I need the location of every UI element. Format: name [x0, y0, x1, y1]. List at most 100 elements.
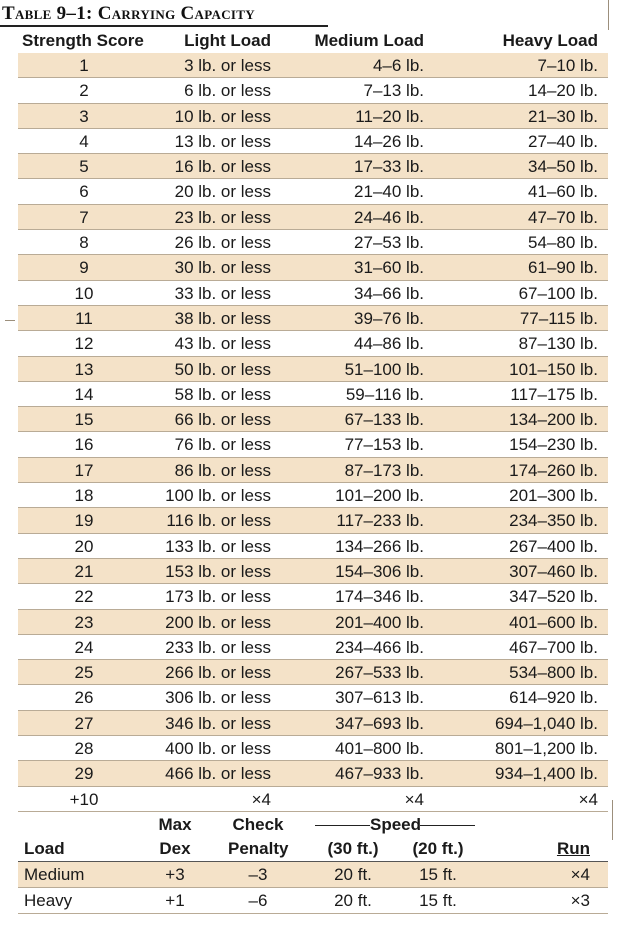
cell-load: Heavy: [24, 891, 73, 910]
cell-heavy: 7–10 lb.: [537, 56, 599, 75]
speed-rule-left: [315, 825, 370, 826]
cell-strength: 3: [79, 106, 89, 126]
table-row: 15 66 lb. or less 67–133 lb. 134–200 lb.: [18, 407, 608, 433]
cell-medium: 34–66 lb.: [354, 283, 424, 303]
cell-light: 33 lb. or less: [174, 283, 271, 303]
cell-strength: 29: [74, 764, 94, 784]
cell-light: 76 lb. or less: [174, 435, 271, 455]
table-row: 9 30 lb. or less 31–60 lb. 61–90 lb.: [18, 255, 608, 281]
speed-rule-right: [420, 825, 475, 826]
cell-light: 3 lb. or less: [184, 56, 271, 75]
header-max: Max: [158, 815, 192, 834]
cell-strength: 8: [79, 233, 89, 253]
cell-medium: 467–933 lb.: [335, 764, 424, 784]
cell-heavy: 174–260 lb.: [509, 460, 598, 480]
cell-heavy: 234–350 lb.: [509, 511, 598, 531]
cell-heavy: 347–520 lb.: [509, 587, 598, 607]
table-row: 21 153 lb. or less 154–306 lb. 307–460 lb.: [18, 558, 608, 585]
table-row: 28 400 lb. or less 401–800 lb. 801–1,200 lb…: [18, 736, 608, 762]
cell-medium: 44–86 lb.: [354, 334, 424, 354]
cell-medium: 267–533 lb.: [335, 663, 424, 683]
cell-dex: +3: [165, 865, 185, 884]
cell-heavy: 154–230 lb.: [509, 435, 598, 455]
table-row: 3 10 lb. or less 11–20 lb. 21–30 lb.: [18, 103, 608, 129]
cell-light: 400 lb. or less: [165, 739, 271, 759]
cell-medium: 7–13 lb.: [363, 81, 425, 101]
cell-heavy: 47–70 lb.: [528, 207, 598, 227]
penalty-header: Load Dex Penalty (30 ft.) (20 ft.) Run: [18, 837, 608, 862]
cell-heavy: 614–920 lb.: [509, 688, 598, 708]
cell-heavy: 134–200 lb.: [509, 410, 598, 430]
cell-heavy: 21–30 lb.: [528, 106, 598, 126]
cell-strength: 17: [74, 460, 94, 480]
cell-heavy: 14–20 lb.: [528, 81, 598, 101]
cell-strength: 25: [74, 663, 94, 683]
cell-strength: 1: [79, 56, 89, 75]
header-medium-load: Medium Load: [314, 31, 424, 50]
header-heavy-load: Heavy Load: [502, 31, 598, 50]
header-speed-30: (30 ft.): [327, 839, 379, 858]
table-row: 7 23 lb. or less 24–46 lb. 47–70 lb.: [18, 204, 608, 231]
cell-light: 200 lb. or less: [165, 612, 271, 632]
cell-strength: 6: [79, 182, 89, 202]
cell-medium: 11–20 lb.: [355, 106, 424, 126]
cell-strength: 18: [74, 486, 94, 506]
cell-medium: 401–800 lb.: [335, 739, 424, 759]
cell-medium: 67–133 lb.: [344, 410, 424, 430]
cell-strength: 28: [74, 739, 94, 759]
cell-heavy: 201–300 lb.: [509, 486, 598, 506]
table-row: 17 86 lb. or less 87–173 lb. 174–260 lb.: [18, 457, 608, 484]
header-dex: Dex: [159, 839, 191, 858]
cell-run: ×3: [570, 891, 590, 910]
header-speed-20: (20 ft.): [412, 839, 464, 858]
table-row: 14 58 lb. or less 59–116 lb. 117–175 lb.: [18, 382, 608, 408]
cell-medium: 201–400 lb.: [335, 612, 424, 632]
cell-heavy: 934–1,400 lb.: [494, 764, 598, 784]
cell-light: 133 lb. or less: [165, 536, 271, 556]
cell-medium: 174–346 lb.: [335, 587, 424, 607]
cell-heavy: 41–60 lb.: [528, 182, 598, 202]
cell-heavy: 101–150 lb.: [509, 359, 598, 379]
title-rule: [0, 25, 328, 27]
cell-light: 66 lb. or less: [174, 410, 271, 430]
cell-strength: 20: [74, 536, 94, 556]
cell-heavy: 307–460 lb.: [509, 561, 598, 581]
cell-strength: 21: [74, 561, 94, 581]
table-row: 20 133 lb. or less 134–266 lb. 267–400 lb.: [18, 534, 608, 559]
cell-strength: 10: [74, 283, 94, 303]
edge-mark: [608, 0, 609, 30]
cell-strength: 5: [79, 157, 89, 177]
header-load: Load: [24, 839, 65, 858]
table-row: 8 26 lb. or less 27–53 lb. 54–80 lb.: [18, 230, 608, 256]
table-row: 25 266 lb. or less 267–533 lb. 534–800 lb.: [18, 660, 608, 686]
cell-medium: 154–306 lb.: [335, 561, 424, 581]
table-row: 19 116 lb. or less 117–233 lb. 234–350 lb.: [18, 508, 608, 534]
cell-medium: 51–100 lb.: [344, 359, 424, 379]
table-row: 27 346 lb. or less 347–693 lb. 694–1,040 lb…: [18, 710, 608, 737]
cell-speed-20: 15 ft.: [419, 891, 457, 910]
cell-light: 266 lb. or less: [165, 663, 271, 683]
cell-strength: 4: [79, 131, 89, 151]
cell-light: 466 lb. or less: [165, 764, 271, 784]
cell-heavy: 77–115 lb.: [519, 308, 598, 328]
cell-strength: 7: [79, 207, 89, 227]
cell-heavy: 67–100 lb.: [518, 283, 598, 303]
cell-medium: 77–153 lb.: [344, 435, 424, 455]
cell-strength: 23: [74, 612, 94, 632]
cell-light: 306 lb. or less: [165, 688, 271, 708]
cell-strength: +10: [69, 789, 99, 809]
table-row: 11 38 lb. or less 39–76 lb. 77–115 lb.: [18, 305, 608, 332]
cell-medium: ×4: [404, 789, 424, 809]
cell-heavy: 61–90 lb.: [528, 258, 598, 278]
cell-heavy: 117–175 lb.: [510, 384, 598, 404]
header-light-load: Light Load: [184, 31, 271, 50]
cell-medium: 101–200 lb.: [335, 486, 424, 506]
header-strength-score: Strength Score: [22, 31, 144, 50]
penalty-row: Heavy +1 –6 20 ft. 15 ft. ×3: [18, 888, 608, 914]
cell-heavy: ×4: [578, 789, 598, 809]
cell-penalty: –3: [248, 865, 268, 884]
penalty-body: Medium +3 –3 20 ft. 15 ft. ×4 Heavy +1 –6 20 ft. 1…: [18, 862, 608, 914]
table-row: 5 16 lb. or less 17–33 lb. 34–50 lb.: [18, 154, 608, 180]
cell-heavy: 534–800 lb.: [509, 663, 598, 683]
table-row: 1 3 lb. or less 4–6 lb. 7–10 lb.: [18, 53, 608, 79]
